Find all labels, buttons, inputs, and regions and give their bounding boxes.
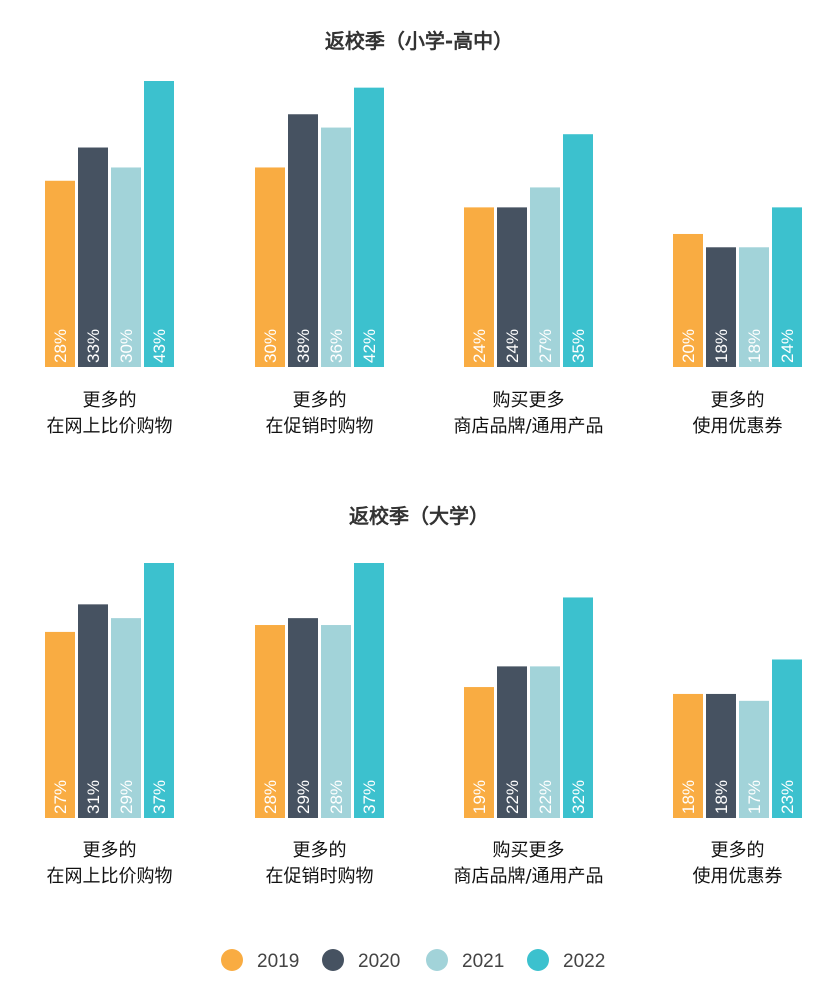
data-label: 31% [84, 780, 103, 814]
data-label: 28% [51, 329, 70, 363]
bar-2022 [144, 81, 174, 367]
data-label: 18% [679, 780, 698, 814]
data-label: 43% [150, 329, 169, 363]
bar-2020 [288, 618, 318, 818]
data-label: 35% [569, 329, 588, 363]
data-label: 17% [745, 780, 764, 814]
data-label: 28% [261, 780, 280, 814]
data-label: 24% [778, 329, 797, 363]
bar-2020 [497, 207, 527, 367]
bar-2020 [706, 693, 736, 818]
data-label: 24% [503, 329, 522, 363]
data-label: 42% [360, 329, 379, 363]
bar-2020 [78, 147, 108, 367]
data-label: 22% [503, 780, 522, 814]
data-label: 18% [712, 780, 731, 814]
bar-2020 [497, 666, 527, 818]
bar-2021 [739, 700, 769, 818]
bar-2021 [739, 247, 769, 367]
bar-2021 [321, 127, 351, 367]
data-label: 38% [294, 329, 313, 363]
data-label: 23% [778, 780, 797, 814]
bar-2021 [530, 187, 560, 367]
category-label: 商店品牌/通用产品 [453, 416, 603, 437]
bar-2019 [673, 233, 703, 367]
data-label: 27% [51, 780, 70, 814]
bar-2020 [706, 247, 736, 367]
data-label: 22% [536, 780, 555, 814]
data-label: 29% [117, 780, 136, 814]
bar-2019 [255, 625, 285, 818]
chart-title: 返校季（大学） [349, 504, 489, 528]
category-label: 更多的 [293, 840, 347, 861]
data-label: 37% [150, 780, 169, 814]
data-label: 33% [84, 329, 103, 363]
bar-2019 [673, 693, 703, 818]
bar-2019 [464, 687, 494, 818]
legend-marker-2021 [426, 949, 448, 971]
data-label: 29% [294, 780, 313, 814]
bar-2021 [321, 625, 351, 818]
legend: 2019 2020 2021 2022 [221, 949, 605, 972]
legend-label: 2020 [358, 951, 400, 972]
data-label: 18% [712, 329, 731, 363]
legend-label: 2022 [563, 951, 605, 972]
data-label: 32% [569, 780, 588, 814]
bar-2019 [464, 207, 494, 367]
category-label: 在促销时购物 [266, 866, 374, 887]
bar-2021 [111, 618, 141, 818]
data-label: 18% [745, 329, 764, 363]
bar-2022 [144, 563, 174, 818]
bar-2019 [255, 167, 285, 367]
legend-marker-2019 [221, 949, 243, 971]
category-label: 在促销时购物 [266, 416, 374, 437]
bar-2022 [354, 563, 384, 818]
category-label: 在网上比价购物 [47, 866, 173, 887]
category-label: 更多的 [83, 840, 137, 861]
bar-2021 [530, 666, 560, 818]
category-label: 商店品牌/通用产品 [453, 866, 603, 887]
legend-label: 2019 [257, 951, 299, 972]
category-label: 更多的 [711, 390, 765, 411]
bar-2022 [354, 87, 384, 368]
data-label: 37% [360, 780, 379, 814]
bar-2022 [772, 207, 802, 367]
bar-2019 [45, 180, 75, 367]
chart-title: 返校季（小学-高中） [325, 29, 513, 53]
bar-2021 [111, 167, 141, 367]
category-label: 购买更多 [493, 840, 565, 861]
category-label: 在网上比价购物 [47, 416, 173, 437]
category-label: 使用优惠券 [693, 416, 783, 437]
category-label: 使用优惠券 [693, 866, 783, 887]
bar-2020 [288, 114, 318, 367]
data-label: 20% [679, 329, 698, 363]
category-label: 更多的 [711, 840, 765, 861]
bar-2019 [45, 631, 75, 818]
bar-2020 [78, 604, 108, 818]
data-label: 28% [327, 780, 346, 814]
category-label: 购买更多 [493, 390, 565, 411]
legend-label: 2021 [462, 951, 504, 972]
data-label: 27% [536, 329, 555, 363]
data-label: 36% [327, 329, 346, 363]
legend-marker-2022 [527, 949, 549, 971]
legend-marker-2020 [322, 949, 344, 971]
bar-2022 [772, 659, 802, 818]
category-label: 更多的 [293, 390, 347, 411]
data-label: 30% [261, 329, 280, 363]
category-label: 更多的 [83, 390, 137, 411]
data-label: 30% [117, 329, 136, 363]
bar-2022 [563, 597, 593, 818]
data-label: 19% [470, 780, 489, 814]
data-label: 24% [470, 329, 489, 363]
bar-2022 [563, 134, 593, 367]
